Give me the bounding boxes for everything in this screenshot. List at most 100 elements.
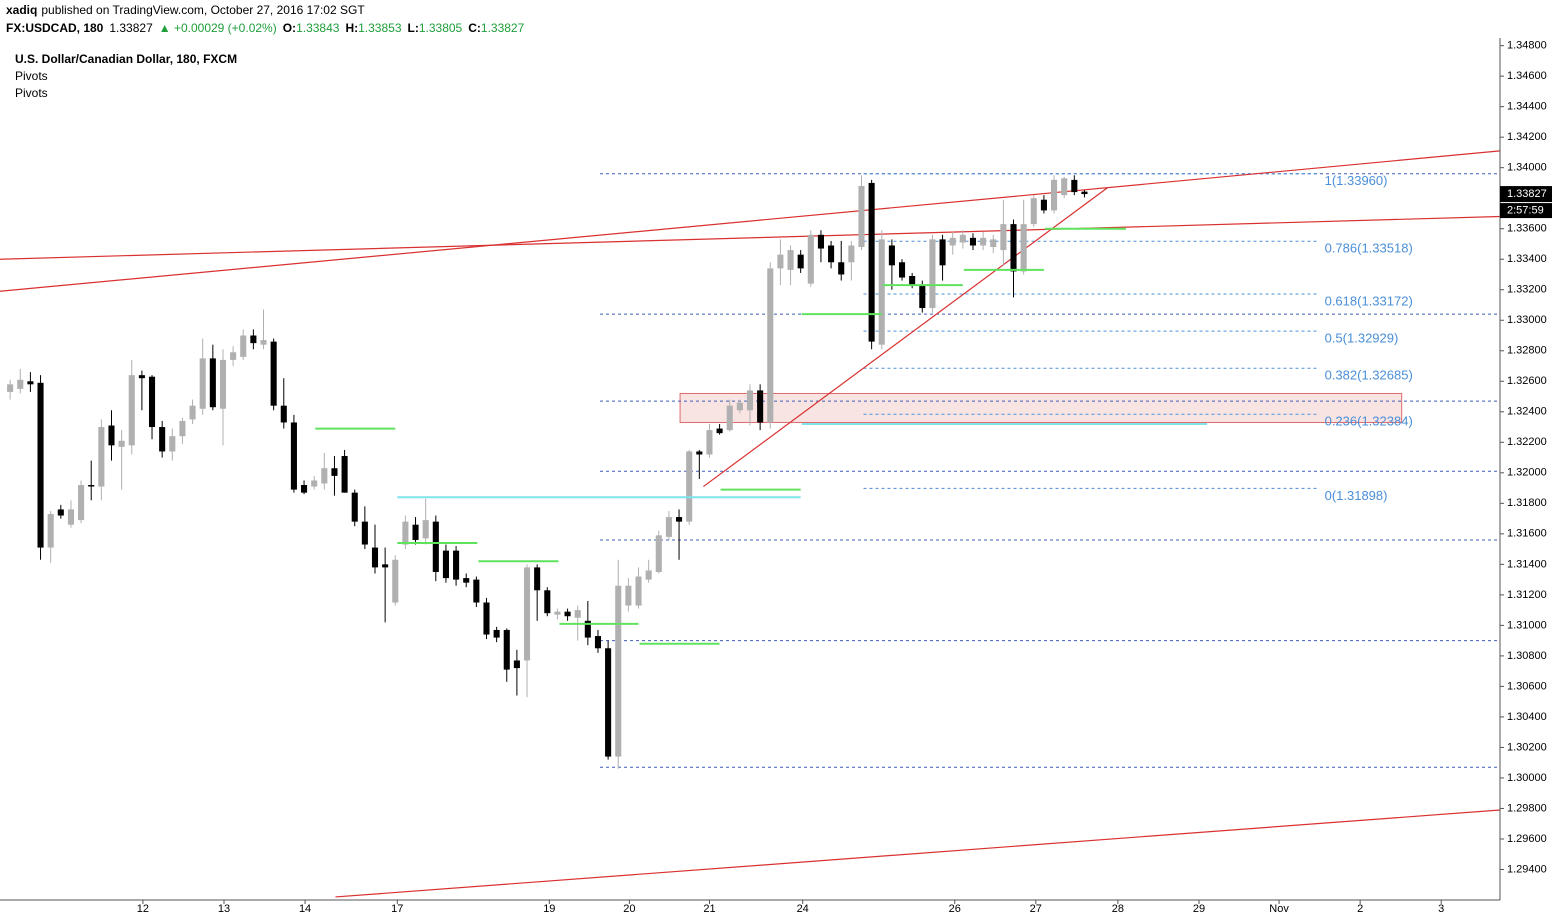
y-tick-label: 1.34200 [1507,131,1547,143]
ohlc-value: 1.33827 [481,21,525,35]
candle-body [199,358,206,409]
price-label: 1.33827 [1507,188,1547,200]
published: published on TradingView.com, October 27… [41,3,365,17]
y-tick-label: 1.32000 [1507,467,1547,479]
candle-body [655,535,662,572]
last: 1.33827 [109,21,153,35]
candle-body [1071,179,1078,193]
trend-line [703,187,1109,488]
indicator: Pivots [15,69,48,83]
candle-body [564,611,571,617]
candle-body [98,427,105,487]
candle-body [382,564,389,568]
candle-body [159,427,166,452]
y-tick-label: 1.31200 [1507,589,1547,601]
price-label-box [1500,186,1552,203]
candle-body [584,620,591,638]
candle-body [767,268,774,423]
candle-body [726,405,733,431]
y-tick-label: 1.33400 [1507,253,1547,265]
candle-body [179,420,186,437]
candle-body [361,521,368,545]
y-tick-label: 1.32200 [1507,436,1547,448]
candle-body [706,430,713,455]
candle-body [371,547,379,568]
x-tick-label: 13 [218,903,230,915]
candle-body [351,492,358,522]
candle-body [422,520,429,539]
symbol-line: FX:USDCAD, 180 1.33827 ▲ +0.00029 (+0.02%)… [6,21,525,35]
candle-body [128,375,135,446]
y-tick-label: 1.32800 [1507,345,1547,357]
fib-label: 0.786(1.33518) [1325,241,1413,256]
plot: 1(1.33960) 0.786(1.33518) 0.618(1.33172) 0.… [0,150,1501,898]
x-tick-label: 14 [299,903,311,915]
publisher: xadiq [6,3,37,17]
ohlc-label: L: [408,21,419,35]
trend-line [335,809,1501,898]
candle-body [57,509,64,516]
candle-body [37,382,44,548]
candle-body [1081,191,1088,195]
x-tick-label: 17 [391,903,403,915]
candle-body [909,276,916,286]
candle-body [493,629,500,638]
candle-body [817,234,824,249]
candle-body [676,517,683,522]
candle-body [301,485,308,493]
fib-label: 0.382(1.32685) [1325,368,1413,383]
chart-title: U.S. Dollar/Canadian Dollar, 180, FXCM [15,52,237,66]
candle-body [1061,178,1068,196]
candle-body [898,262,906,278]
candle-body [686,451,693,522]
y-tick-label: 1.34000 [1507,162,1547,174]
candle-body [615,585,622,757]
candle-body [513,660,520,669]
candle-body [1030,198,1037,225]
candle-body [442,550,449,579]
candle-body [260,340,267,345]
candle-body [1020,224,1027,272]
x-tick-label: 20 [623,903,635,915]
y-tick-label: 1.32400 [1507,406,1547,418]
candle-body [1000,224,1007,251]
y-tick-label: 1.33200 [1507,284,1547,296]
symbol: FX:USDCAD, 180 [6,21,104,35]
y-tick-label: 1.29800 [1507,802,1547,814]
candle-body [169,436,176,452]
candle-body [848,245,855,263]
candle-body [1040,199,1047,211]
candle-body [209,358,216,408]
candle-body [594,636,602,649]
candle-body [797,254,804,269]
trend-line [0,150,1501,292]
candle-body [959,234,966,243]
y-tick-label: 1.33600 [1507,223,1547,235]
x-tick-label: 21 [703,903,715,915]
x-tick-label: 3 [1438,903,1444,915]
candle-body [878,239,885,345]
candle-body [88,485,95,487]
candle-body [189,405,196,420]
fib-label: 1(1.33960) [1325,173,1388,188]
candle-body [635,576,642,606]
candle-body [665,517,672,537]
candle-body [523,567,531,661]
y-tick-label: 1.31600 [1507,528,1547,540]
candle-body [27,381,34,385]
fib-label: 0.618(1.33172) [1325,293,1413,308]
y-tick-label: 1.30800 [1507,650,1547,662]
countdown: 2:57:59 [1507,204,1544,216]
x-tick-label: 26 [949,903,961,915]
countdown-box [1500,203,1552,219]
candle-body [828,245,835,263]
candle-body [230,352,237,360]
candle-body [311,480,318,487]
candle-body [1051,179,1058,211]
candle-body [108,425,115,446]
candle-body [270,341,277,406]
candle-body [341,456,348,493]
